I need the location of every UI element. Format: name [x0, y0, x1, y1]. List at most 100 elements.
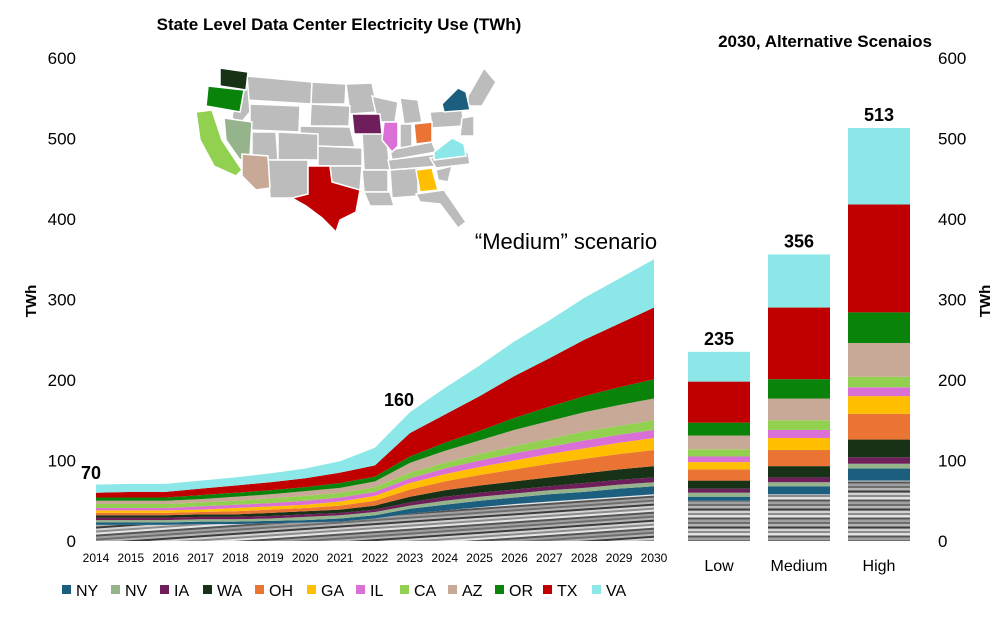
bar-segment-low-az: [688, 435, 750, 450]
map-state-oh: [413, 121, 433, 145]
x-tick: 2026: [501, 551, 528, 565]
bar-segment-high-or: [848, 312, 910, 343]
bar-total-low: 235: [704, 329, 734, 349]
scenario-chart-title: 2030, Alternative Scenaios: [718, 32, 932, 51]
legend-swatch-az: [448, 585, 457, 594]
map-state-nm: [267, 159, 309, 199]
legend-label-ia: IA: [174, 583, 189, 600]
map-state-sc: [435, 164, 454, 183]
legend-swatch-wa: [203, 585, 212, 594]
x-tick: 2022: [362, 551, 389, 565]
chart-title: State Level Data Center Electricity Use …: [157, 15, 522, 34]
map-state-ia: [351, 113, 383, 135]
map-state-il: [381, 121, 399, 154]
y-tick-left: 400: [48, 210, 76, 229]
legend-label-wa: WA: [217, 583, 243, 600]
map-state-ca: [195, 109, 243, 177]
map-state-ga: [415, 167, 439, 193]
bar-segment-high-ia: [848, 457, 910, 464]
legend-label-ny: NY: [76, 583, 99, 600]
bar-segment-medium-wa: [768, 466, 830, 478]
y-tick-right: 500: [938, 130, 966, 149]
scenario-label: “Medium” scenario: [475, 229, 657, 254]
x-tick: 2027: [536, 551, 563, 565]
area-series-oh: [96, 450, 654, 516]
area-series-ia: [96, 477, 654, 521]
start-total-label: 70: [81, 463, 101, 483]
x-tick: 2016: [152, 551, 179, 565]
bar-segment-low-ga: [688, 462, 750, 470]
map-state-az: [241, 153, 271, 191]
bar-segment-medium-ga: [768, 437, 830, 451]
x-tick: 2017: [187, 551, 214, 565]
y-tick-right: 0: [938, 532, 947, 551]
map-state-wa: [219, 67, 249, 91]
y-axis-label-right: TWh: [977, 285, 994, 317]
map-state-ny: [441, 87, 471, 113]
legend-label-or: OR: [509, 583, 533, 600]
bar-segment-high-other: [848, 480, 910, 541]
area-series-ga: [96, 437, 654, 513]
y-tick-right: 100: [938, 452, 966, 471]
y-tick-right: 400: [938, 210, 966, 229]
legend-label-il: IL: [370, 583, 383, 600]
legend-swatch-tx: [543, 585, 552, 594]
y-tick-left: 100: [48, 452, 76, 471]
y-tick-right: 200: [938, 371, 966, 390]
area-series-nv: [96, 482, 654, 523]
bar-segment-medium-tx: [768, 307, 830, 380]
bar-segment-medium-ia: [768, 477, 830, 483]
bar-segment-high-tx: [848, 204, 910, 313]
legend-swatch-ny: [62, 585, 71, 594]
bar-segment-high-az: [848, 342, 910, 377]
area-series-wa: [96, 466, 654, 518]
area-series-other: [96, 494, 654, 541]
x-tick: 2015: [118, 551, 145, 565]
bar-segment-high-oh: [848, 413, 910, 440]
map-state-va: [433, 137, 467, 161]
bar-segment-high-nv: [848, 463, 910, 469]
x-tick: 2025: [466, 551, 493, 565]
bar-segment-medium-az: [768, 398, 830, 421]
bar-segment-high-ga: [848, 396, 910, 414]
map-state-mt: [245, 75, 313, 105]
map-state-tx: [290, 165, 361, 234]
bar-segment-high-va: [848, 128, 910, 205]
bar-category-low: Low: [704, 558, 734, 575]
mid-total-label: 160: [384, 390, 414, 410]
bar-segment-medium-ny: [768, 486, 830, 495]
scenario-bar-chart: 235 Low 356 Medium 513 High: [688, 105, 910, 575]
bar-segment-medium-oh: [768, 450, 830, 467]
x-tick: 2024: [431, 551, 458, 565]
legend: NY NV IA WA OH GA IL CA AZ OR TX VA: [62, 583, 626, 600]
area-series-az: [96, 398, 654, 504]
x-tick: 2014: [83, 551, 110, 565]
bar-segment-medium-va: [768, 254, 830, 308]
area-series-ca: [96, 420, 654, 508]
bar-segment-low-or: [688, 422, 750, 436]
bar-segment-low-wa: [688, 480, 750, 489]
y-axis-label-left: TWh: [23, 285, 40, 317]
x-tick: 2018: [222, 551, 249, 565]
bar-total-medium: 356: [784, 231, 814, 251]
x-tick: 2019: [257, 551, 284, 565]
area-chart: [96, 259, 654, 541]
legend-swatch-il: [356, 585, 365, 594]
x-tick: 2023: [397, 551, 424, 565]
map-state-ks: [317, 145, 363, 167]
map-state-co: [277, 131, 319, 161]
map-state-ms-al: [389, 167, 419, 199]
x-tick: 2030: [641, 551, 668, 565]
bar-segment-low-ny: [688, 496, 750, 501]
legend-label-ga: GA: [321, 583, 344, 600]
legend-swatch-or: [495, 585, 504, 594]
legend-swatch-nv: [111, 585, 120, 594]
bar-segment-high-wa: [848, 439, 910, 458]
x-tick: 2020: [292, 551, 319, 565]
bar-segment-medium-nv: [768, 482, 830, 487]
y-ticks-right: 0 100 200 300 400 500 600: [938, 49, 966, 551]
legend-swatch-ga: [307, 585, 316, 594]
bar-total-high: 513: [864, 105, 894, 125]
legend-label-ca: CA: [414, 583, 437, 600]
map-state-nj-md: [459, 115, 475, 137]
